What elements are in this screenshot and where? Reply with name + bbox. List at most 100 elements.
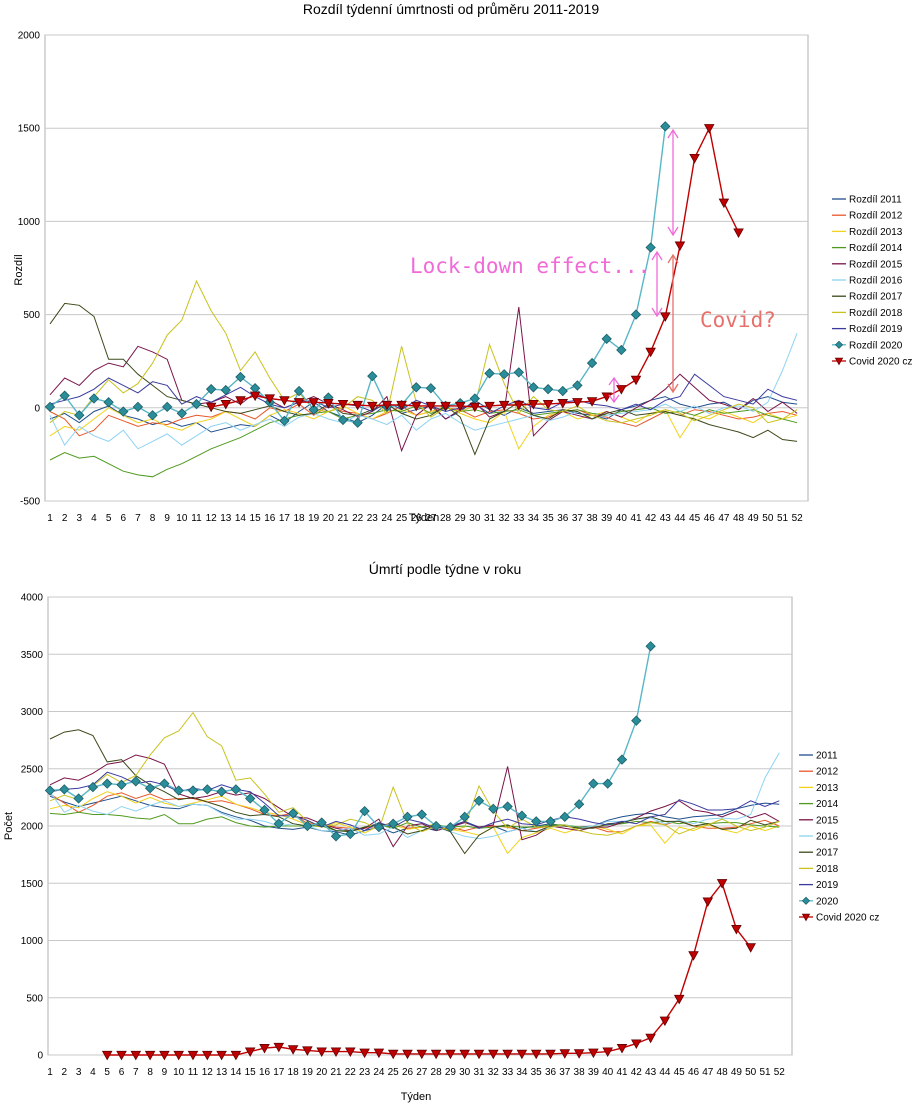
x-tick-label: 52 [774, 1067, 786, 1078]
legend-label: Rozdíl 2011 [849, 195, 902, 206]
data-point-diamond [59, 784, 70, 795]
data-point-diamond [402, 811, 413, 823]
x-tick-label: 52 [792, 513, 804, 524]
x-tick-label: 4 [90, 1067, 96, 1078]
data-point-diamond [602, 778, 613, 789]
chart-1-y-ticks: -500 0 500 1000 1500 2000 [18, 31, 41, 508]
data-point-diamond [586, 357, 598, 369]
x-tick-label: 10 [176, 513, 188, 524]
data-point-triangle [302, 1046, 313, 1056]
data-point-triangle [572, 398, 583, 408]
y-tick-label: 2500 [21, 764, 44, 775]
y-tick-label: 1000 [21, 936, 44, 947]
data-point-triangle [230, 1050, 242, 1061]
legend-label: Covid 2020 cz [816, 913, 879, 924]
data-point-diamond [430, 820, 442, 832]
data-point-diamond [488, 803, 499, 814]
data-point-triangle [116, 1050, 127, 1061]
x-tick-label: 26 [402, 1067, 414, 1078]
data-point-triangle [516, 1049, 528, 1060]
legend-label: 2014 [816, 799, 839, 810]
data-point-diamond [352, 417, 363, 428]
x-tick-label: 1 [47, 513, 53, 524]
x-tick-label: 8 [147, 1067, 153, 1078]
legend-label: Rozdíl 2016 [849, 276, 903, 287]
x-tick-label: 41 [616, 1067, 628, 1078]
data-point-triangle [345, 1047, 356, 1057]
x-tick-label: 6 [119, 1067, 125, 1078]
data-point-diamond [259, 804, 270, 816]
x-tick-label: 13 [216, 1067, 228, 1078]
data-point-triangle [402, 1049, 413, 1060]
data-point-diamond [330, 831, 342, 842]
data-point-triangle [498, 400, 510, 411]
x-tick-label: 20 [316, 1067, 328, 1078]
data-point-triangle [440, 401, 451, 412]
arrow-head-up [667, 253, 679, 264]
data-point-triangle [381, 400, 393, 411]
x-tick-label: 46 [704, 513, 716, 524]
chart-2-y-ticks: 0 500 1000 1500 2000 2500 3000 3500 4000 [21, 593, 44, 1062]
data-point-triangle [187, 1050, 199, 1061]
data-point-diamond [279, 415, 290, 427]
series-line [49, 752, 780, 840]
x-tick-label: 19 [302, 1067, 314, 1078]
x-tick-label: 50 [762, 513, 774, 524]
data-point-diamond [531, 816, 542, 827]
chart-1-gridlines [45, 34, 808, 502]
x-tick-label: 5 [106, 513, 112, 524]
data-point-triangle [396, 400, 407, 411]
data-point-triangle [616, 385, 627, 395]
x-tick-label: 43 [645, 1067, 657, 1078]
data-point-triangle [144, 1050, 156, 1061]
arrow-head-down [651, 307, 663, 318]
x-tick-label: 43 [660, 513, 672, 524]
x-tick-label: 32 [499, 513, 511, 524]
data-point-diamond [118, 406, 129, 417]
x-tick-label: 25 [388, 1067, 400, 1078]
data-point-triangle [588, 1048, 599, 1059]
x-tick-label: 14 [235, 513, 247, 524]
x-tick-label: 38 [574, 1067, 586, 1078]
data-point-triangle [718, 198, 730, 209]
data-point-triangle [484, 401, 495, 412]
x-tick-label: 23 [359, 1067, 371, 1078]
chart-1: Rozdíl týdenní úmrtnosti od průměru 2011… [13, 1, 912, 524]
x-tick-label: 21 [330, 1067, 342, 1078]
x-tick-label: 31 [484, 513, 496, 524]
chart-2-title: Úmrtí podle týdne v roku [369, 561, 522, 577]
x-tick-label: 37 [559, 1067, 571, 1078]
data-point-triangle [259, 1044, 270, 1054]
data-point-triangle [216, 1050, 227, 1061]
x-tick-label: 34 [528, 513, 540, 524]
legend-label: Rozdíl 2019 [849, 324, 903, 335]
x-tick-label: 3 [76, 1067, 82, 1078]
data-point-diamond [660, 121, 671, 132]
y-tick-label: 3500 [21, 650, 44, 661]
series-line [49, 711, 780, 836]
x-tick-label: 49 [731, 1067, 743, 1078]
data-point-triangle [293, 398, 305, 408]
x-tick-label: 41 [630, 513, 642, 524]
x-tick-label: 14 [230, 1067, 242, 1078]
x-tick-label: 28 [431, 1067, 443, 1078]
data-point-diamond [345, 828, 356, 840]
chart-1-x-axis-label: Týden [409, 512, 440, 524]
data-point-triangle [745, 943, 756, 953]
x-tick-label: 47 [702, 1067, 714, 1078]
x-tick-label: 7 [133, 1067, 139, 1078]
x-tick-label: 13 [220, 513, 232, 524]
data-point-triangle [586, 397, 598, 407]
chart-2-x-ticks: 1 2 3 4 5 6 7 8 9 10 11 12 13 14 15 16 17 18 19 20 21 22 23 24 2… [47, 1067, 785, 1078]
data-point-triangle [330, 1047, 342, 1057]
data-point-diamond [132, 401, 144, 413]
data-point-diamond [484, 368, 495, 379]
arrow-head-down [608, 394, 620, 404]
x-tick-label: 20 [323, 513, 335, 524]
y-tick-label: 2000 [21, 822, 44, 833]
series-line [49, 279, 798, 424]
x-tick-label: 24 [373, 1067, 385, 1078]
y-tick-label: 1500 [21, 879, 44, 890]
data-point-triangle [373, 1048, 385, 1059]
arrow-head-down [667, 383, 679, 394]
